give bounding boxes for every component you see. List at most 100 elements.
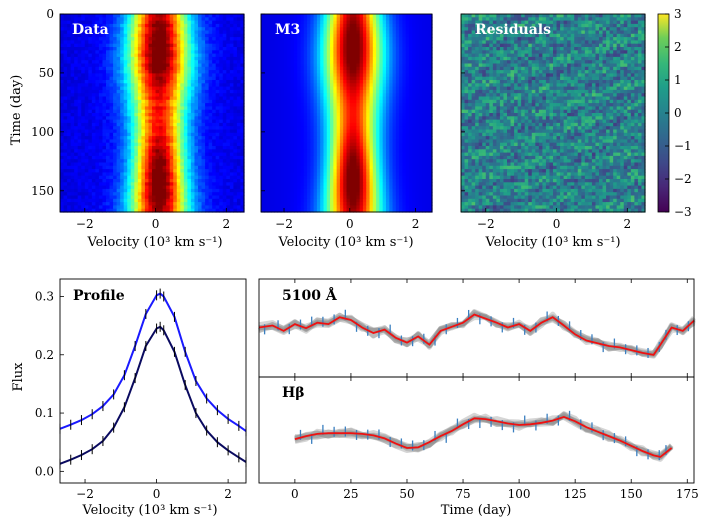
heatmap-cell bbox=[127, 175, 132, 180]
heatmap-cell bbox=[95, 96, 100, 101]
heatmap-cell bbox=[379, 129, 384, 134]
heatmap-cell bbox=[425, 60, 430, 65]
heatmap-cell bbox=[141, 27, 146, 32]
heatmap-cell bbox=[130, 119, 135, 124]
heatmap-cell bbox=[226, 40, 231, 45]
heatmap-cell bbox=[134, 165, 139, 170]
heatmap-cell bbox=[330, 63, 334, 68]
heatmap-cell bbox=[159, 126, 164, 131]
heatmap-cell bbox=[109, 139, 114, 144]
heatmap-cell bbox=[240, 198, 245, 203]
heatmap-cell bbox=[280, 89, 285, 94]
heatmap-cell bbox=[261, 23, 265, 28]
heatmap-cell bbox=[297, 70, 302, 74]
heatmap-cell bbox=[70, 136, 75, 140]
heatmap-cell bbox=[428, 60, 433, 65]
heatmap-cell bbox=[198, 202, 203, 206]
heatmap-cell bbox=[372, 17, 377, 22]
heatmap-cell bbox=[102, 149, 107, 154]
heatmap-cell bbox=[141, 116, 146, 121]
heatmap-cell bbox=[261, 40, 265, 45]
heatmap-cell bbox=[201, 89, 206, 94]
heatmap-cell bbox=[372, 50, 377, 55]
heatmap-cell bbox=[159, 89, 164, 94]
heatmap-cell bbox=[229, 155, 234, 160]
heatmap-cell bbox=[233, 146, 238, 150]
heatmap-cell bbox=[233, 119, 238, 124]
heatmap-cell bbox=[123, 96, 128, 101]
heatmap-cell bbox=[267, 56, 272, 61]
heatmap-cell bbox=[343, 23, 348, 28]
heatmap-cell bbox=[198, 159, 203, 164]
heatmap-cell bbox=[261, 99, 265, 104]
heatmap-cell bbox=[270, 27, 275, 32]
heatmap-cell bbox=[166, 37, 171, 41]
heatmap-cell bbox=[208, 76, 213, 81]
heatmap-cell bbox=[120, 17, 125, 22]
heatmap-cell bbox=[366, 56, 371, 61]
heatmap-cell bbox=[148, 43, 153, 48]
heatmap-cell bbox=[212, 195, 217, 200]
heatmap-cell bbox=[415, 30, 420, 35]
heatmap-cell bbox=[190, 17, 196, 22]
heatmap-cell bbox=[173, 89, 178, 94]
heatmap-cell bbox=[389, 129, 394, 134]
heatmap-cell bbox=[180, 60, 185, 65]
heatmap-cell bbox=[303, 119, 308, 124]
heatmap-cell bbox=[418, 37, 423, 41]
heatmap-cell bbox=[369, 83, 374, 88]
heatmap-cell bbox=[183, 103, 188, 107]
heatmap-cell bbox=[226, 43, 231, 48]
heatmap-cell bbox=[287, 109, 292, 114]
heatmap-cell bbox=[120, 56, 125, 61]
heatmap-cell bbox=[425, 86, 430, 91]
heatmap-cell bbox=[418, 70, 423, 74]
heatmap-cell bbox=[81, 122, 86, 127]
heatmap-cell bbox=[313, 80, 318, 84]
heatmap-cell bbox=[267, 113, 272, 117]
heatmap-cell bbox=[313, 50, 318, 55]
heatmap-cell bbox=[267, 20, 272, 25]
heatmap-cell bbox=[148, 116, 153, 121]
heatmap-cell bbox=[194, 93, 199, 98]
heatmap-cell bbox=[159, 56, 164, 61]
heatmap-cell bbox=[339, 40, 344, 45]
heatmap-cell bbox=[148, 47, 153, 51]
heatmap-cell bbox=[77, 66, 82, 71]
heatmap-cell bbox=[102, 175, 107, 180]
heatmap-cell bbox=[183, 23, 188, 28]
heatmap-cell bbox=[310, 27, 315, 32]
heatmap-cell bbox=[194, 169, 199, 173]
heatmap-cell bbox=[205, 185, 210, 190]
heatmap-cell bbox=[222, 99, 227, 104]
heatmap-cell bbox=[261, 106, 265, 111]
heatmap-cell bbox=[346, 126, 351, 131]
heatmap-cell bbox=[176, 116, 181, 121]
heatmap-cell bbox=[70, 139, 75, 144]
heatmap-cell bbox=[382, 96, 387, 101]
heatmap-cell bbox=[336, 50, 341, 55]
heatmap-cell bbox=[169, 30, 174, 35]
heatmap-cell bbox=[362, 99, 367, 104]
heatmap-cell bbox=[428, 14, 433, 18]
heatmap-cell bbox=[201, 43, 206, 48]
heatmap-cell bbox=[155, 142, 160, 147]
heatmap-cell bbox=[162, 63, 167, 68]
heatmap-cell bbox=[405, 96, 410, 101]
heatmap-cell bbox=[219, 53, 224, 58]
heatmap-cell bbox=[208, 93, 213, 98]
heatmap-cell bbox=[349, 66, 354, 71]
heatmap-cell bbox=[320, 83, 325, 88]
heatmap-cell bbox=[261, 96, 265, 101]
heatmap-cell bbox=[127, 188, 132, 193]
heatmap-cell bbox=[349, 23, 354, 28]
heatmap-cell bbox=[395, 63, 400, 68]
heatmap-cell bbox=[330, 106, 334, 111]
heatmap-cell bbox=[382, 23, 387, 28]
heatmap-cell bbox=[402, 60, 407, 65]
heatmap-cell bbox=[162, 192, 167, 197]
heatmap-cell bbox=[162, 113, 167, 117]
heatmap-cell bbox=[102, 23, 107, 28]
heatmap-cell bbox=[130, 116, 135, 121]
heatmap-cell bbox=[274, 17, 279, 22]
